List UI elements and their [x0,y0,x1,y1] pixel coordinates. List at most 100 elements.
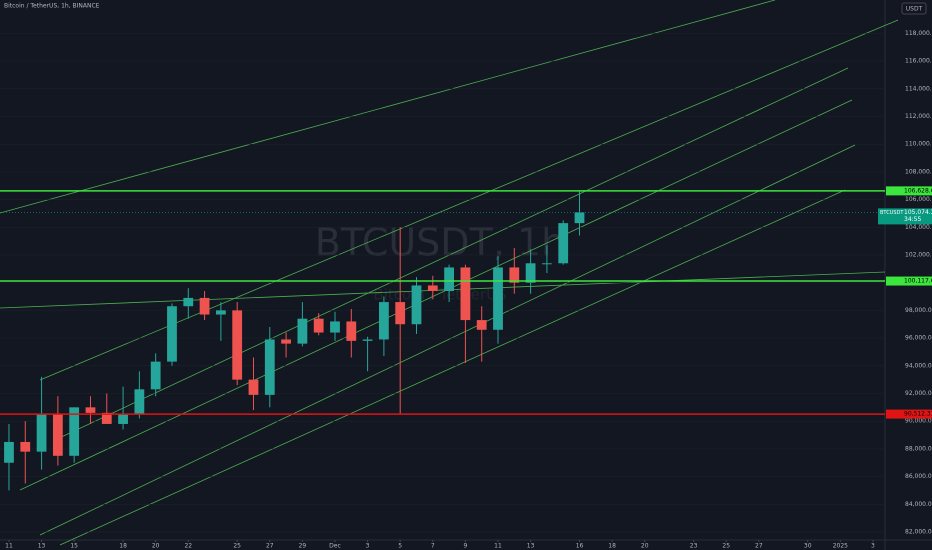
candle-body [346,321,357,341]
y-tick-label: 86,000.00 [905,473,932,480]
level-label: 100,117.64 [904,278,932,285]
candle-body [525,263,536,283]
candle-body [493,267,503,330]
currency-label[interactable]: USDT [906,6,923,13]
candle-body [411,285,422,325]
candle-body [199,297,210,315]
countdown: 34:55 [904,216,921,223]
level-label: 90,512.31 [904,411,932,418]
candle-body [150,361,161,390]
x-tick-label: 20 [152,543,160,550]
watermark: BTCUSDT, 1h [315,221,565,265]
candle-body [183,297,194,307]
candle-body [215,310,226,315]
x-tick-label: 23 [690,543,698,550]
y-tick-label: 114,000.00 [905,85,932,92]
candle-body [101,412,112,424]
candle-body [313,318,324,333]
last-symbol: BTCUSDT [880,210,904,216]
y-tick-label: 110,000.00 [905,141,932,148]
candle-body [509,267,520,283]
candle-body [248,379,259,395]
y-tick-label: 116,000.00 [905,58,932,65]
candle-body [69,407,80,456]
level-tag [886,409,932,419]
candle-body [36,414,47,452]
y-tick-label: 92,000.00 [905,390,932,397]
x-tick-label: Dec [329,543,341,550]
y-tick-label: 82,000.00 [905,528,932,535]
x-tick-label: 30 [804,543,812,550]
y-tick-label: 94,000.00 [905,362,932,369]
x-tick-label: 22 [184,543,192,550]
trendline [39,144,856,536]
candle-body [297,318,308,344]
x-tick-label: 25 [233,543,241,550]
watermark-sub: Bitcoin / TetherUS [373,286,506,304]
candle-body [232,310,243,380]
y-tick-label: 88,000.00 [905,445,932,452]
x-tick-label: 2025 [833,543,848,550]
y-tick-label: 102,000.00 [905,251,932,258]
candle-body [85,407,96,413]
candle-body [427,285,438,291]
x-tick-label: 20 [641,543,649,550]
candle-body [444,267,454,291]
candle-body [52,414,63,456]
candle-body [460,267,471,321]
level-tag [886,186,932,196]
candle-body [476,320,487,330]
y-tick-label: 90,000.00 [905,418,932,425]
x-tick-label: 13 [38,543,46,550]
trendlines [0,0,899,546]
x-tick-label: 18 [119,543,127,550]
candle-body [134,389,145,415]
x-tick-label: 11 [494,543,502,550]
level-tag [886,276,932,286]
y-tick-label: 96,000.00 [905,335,932,342]
y-tick-label: 108,000.00 [905,168,932,175]
trendline [0,0,776,214]
x-tick-label: 25 [722,543,730,550]
x-tick-label: 9 [463,543,467,550]
candle-body [167,306,177,362]
candle-body [362,339,373,341]
candle-body [281,339,291,344]
x-tick-label: 3 [366,543,370,550]
y-tick-label: 106,000.00 [905,196,932,203]
x-tick-label: 18 [608,543,616,550]
symbol-title: Bitcoin / TetherUS, 1h, BINANCE [4,3,100,10]
trendline [59,189,846,546]
candle-body [20,441,31,452]
candle-body [542,263,552,265]
y-tick-label: 118,000.00 [905,30,932,37]
x-tick-label: 27 [755,543,763,550]
trendline [19,99,853,491]
last-price-tag [878,208,932,225]
candle-body [118,414,128,424]
x-tick-label: 27 [266,543,274,550]
candle-body [395,302,406,325]
candle-body [4,441,14,463]
x-tick-label: 15 [70,543,78,550]
x-tick-label: 16 [576,543,584,550]
x-tick-label: 3 [871,543,875,550]
candle-body [330,321,340,333]
candle-body [264,339,275,395]
x-tick-label: 13 [527,543,535,550]
x-tick-label: 7 [431,543,435,550]
x-tick-label: 29 [299,543,307,550]
candle-body [558,223,569,264]
last-price-label: 105,074.33 [904,209,932,216]
trendline [39,19,899,381]
y-tick-label: 112,000.00 [905,113,932,120]
level-label: 106,628.68 [904,187,932,194]
x-tick-label: 11 [5,543,13,550]
y-tick-label: 104,000.00 [905,224,932,231]
candle-body [574,212,585,224]
currency-button[interactable] [901,2,927,15]
trendline [0,271,886,309]
y-tick-label: 84,000.00 [905,501,932,508]
x-tick-label: 5 [398,543,402,550]
